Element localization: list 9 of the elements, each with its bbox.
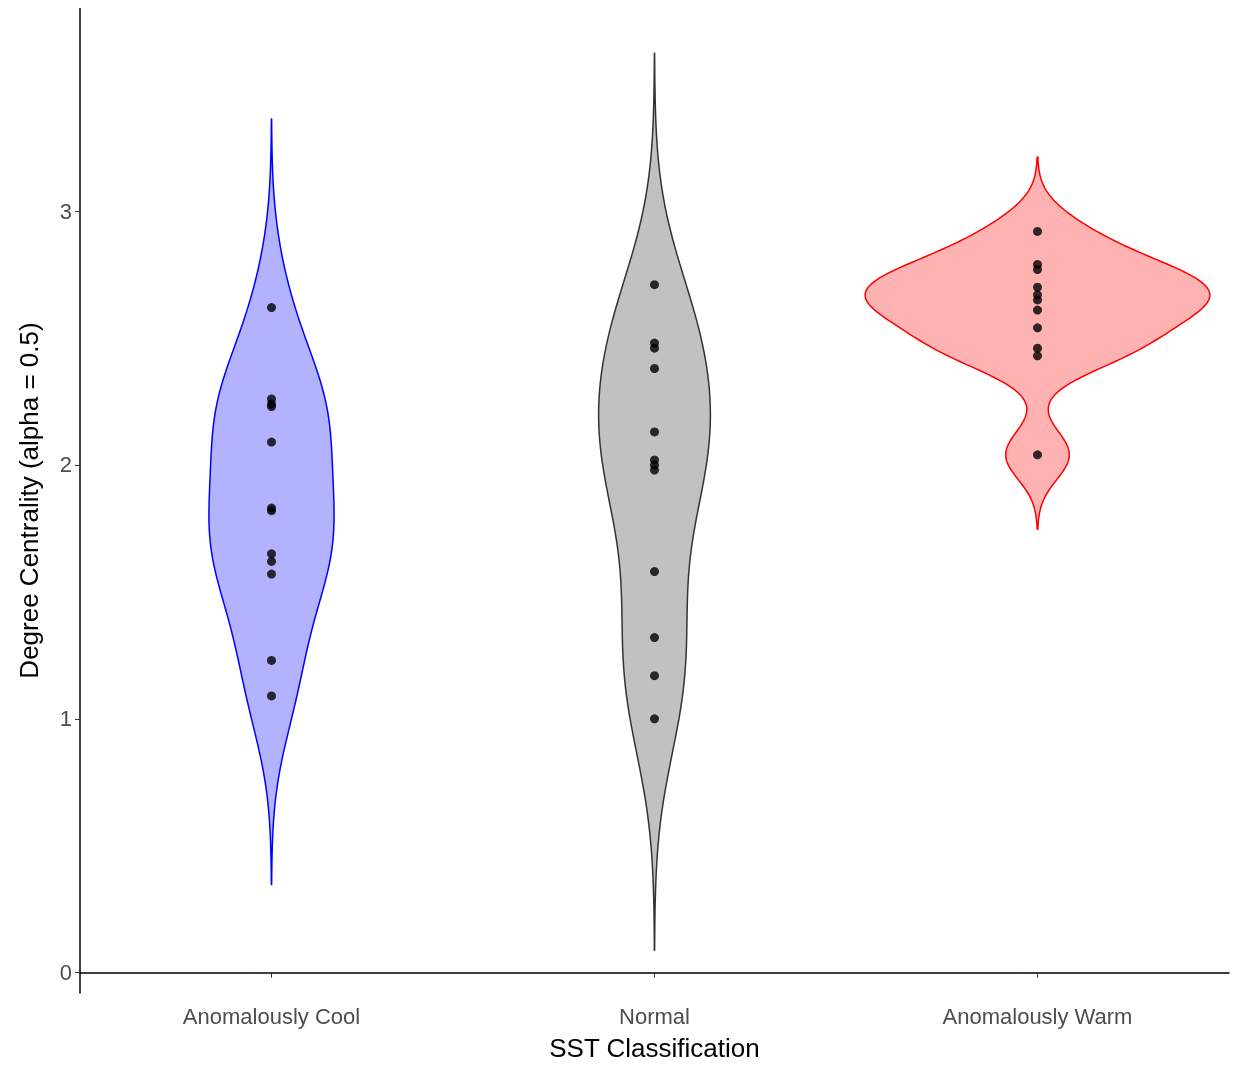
y-tick-label: 0 [59, 960, 72, 986]
x-axis-title: SST Classification [549, 1033, 760, 1063]
y-tick-label: 3 [59, 198, 72, 224]
y-tick-label: 1 [59, 706, 72, 732]
x-tick-label: Anomalously Warm [942, 1003, 1133, 1029]
x-tick-label: Anomalously Cool [182, 1003, 361, 1029]
y-tick-label: 2 [59, 452, 72, 478]
x-tick-label: Normal [619, 1003, 690, 1029]
y-axis-title: Degree Centrality (alpha = 0.5) [14, 322, 44, 679]
